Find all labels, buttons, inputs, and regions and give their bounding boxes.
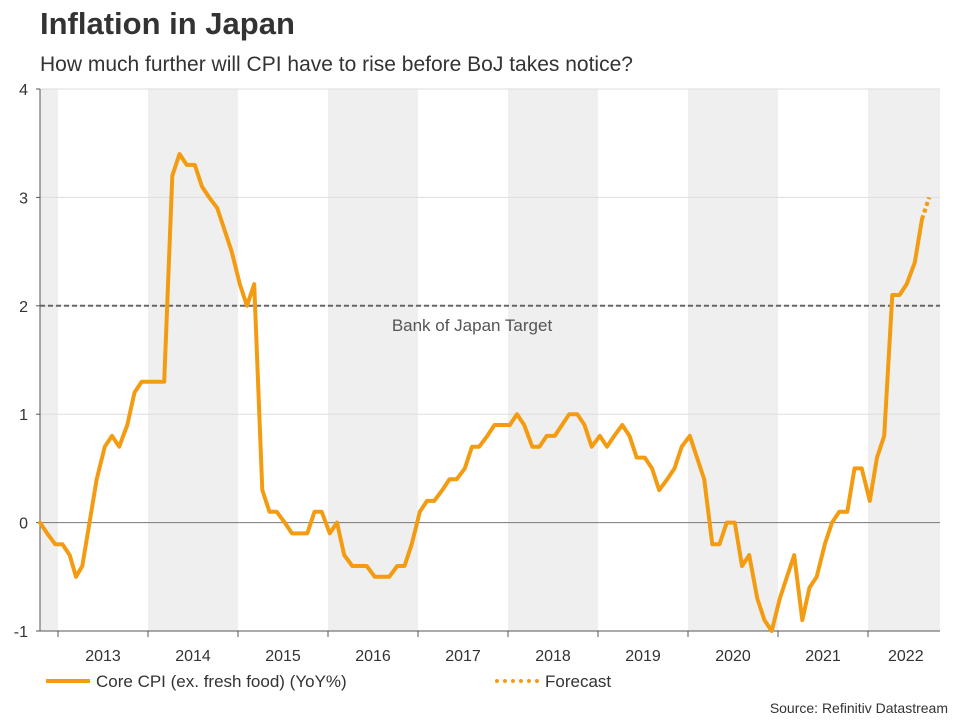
x-tick-label: 2020	[715, 648, 751, 665]
legend-item-forecast: Forecast	[495, 672, 611, 692]
y-tick-label: 4	[19, 82, 28, 99]
legend-dotted-line-swatch	[495, 678, 539, 683]
x-tick-label: 2021	[805, 648, 841, 665]
year-band-2012	[40, 89, 58, 631]
legend-solid-line-swatch	[46, 678, 90, 683]
core-cpi-line	[38, 152, 924, 633]
x-tick-label: 2022	[888, 648, 924, 665]
y-tick-label: -1	[14, 624, 28, 641]
year-band-2022	[868, 89, 940, 631]
y-tick-label: 0	[19, 516, 28, 533]
x-tick-label: 2019	[625, 648, 661, 665]
y-tick-label: 2	[19, 299, 28, 316]
y-tick-label: 3	[19, 190, 28, 207]
legend-label-core-cpi: Core CPI (ex. fresh food) (YoY%)	[96, 672, 347, 691]
year-band-2014	[148, 89, 238, 631]
year-band-2020	[688, 89, 778, 631]
target-label: Bank of Japan Target	[392, 316, 553, 335]
legend-label-forecast: Forecast	[545, 672, 612, 691]
chart-subtitle: How much further will CPI have to rise b…	[40, 53, 633, 76]
forecast-line	[920, 196, 932, 220]
y-tick-label: 1	[19, 407, 28, 424]
x-tick-label: 2013	[85, 648, 121, 665]
x-tick-label: 2015	[265, 648, 301, 665]
x-tick-label: 2014	[175, 648, 211, 665]
chart-title: Inflation in Japan	[40, 6, 295, 41]
x-tick-label: 2017	[445, 648, 481, 665]
source-note: Source: Refinitiv Datastream	[769, 700, 948, 716]
x-tick-label: 2018	[535, 648, 571, 665]
x-tick-label: 2016	[355, 648, 391, 665]
legend-item-core-cpi: Core CPI (ex. fresh food) (YoY%)	[46, 672, 347, 692]
year-band-2018	[508, 89, 598, 631]
